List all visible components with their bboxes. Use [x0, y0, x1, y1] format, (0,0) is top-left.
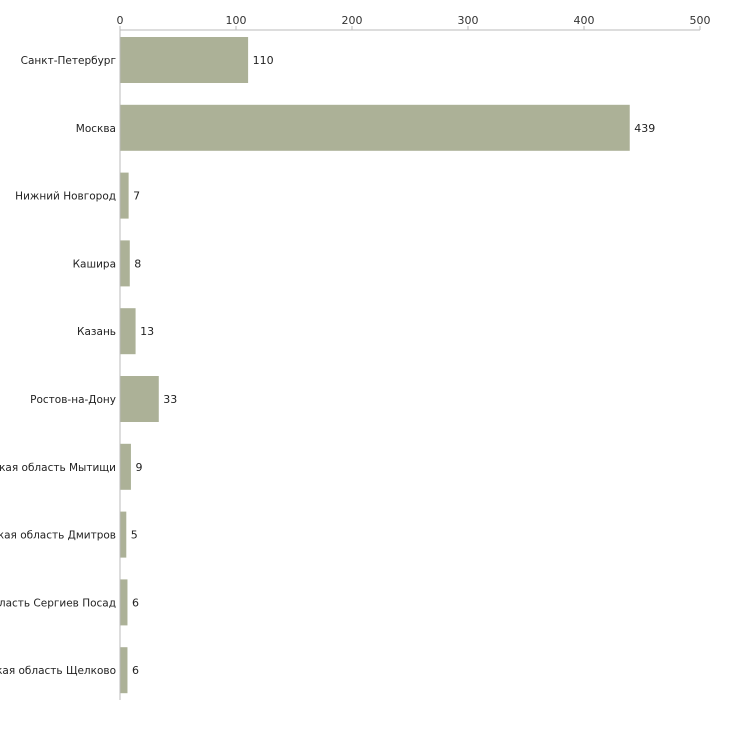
bar: [120, 104, 630, 151]
bar: [120, 37, 249, 83]
data-label: 13: [140, 325, 154, 338]
x-tick-label: 500: [690, 14, 711, 27]
data-label: 110: [253, 54, 274, 67]
category-label: кая область Щелково: [0, 665, 116, 677]
data-label: 5: [131, 529, 138, 542]
category-label: Ростов-на-Дону: [30, 394, 116, 406]
category-label: кая область Дмитров: [0, 530, 116, 542]
category-label: Кашира: [73, 258, 116, 270]
x-tick-label: 0: [117, 14, 124, 27]
data-label: 9: [135, 461, 142, 474]
data-label: 8: [134, 257, 141, 270]
category-label: кая область Мытищи: [0, 462, 116, 474]
bar: [120, 308, 136, 355]
data-label: 6: [132, 596, 139, 609]
x-tick-label: 400: [574, 14, 595, 27]
x-tick-label: 100: [226, 14, 247, 27]
data-label: 6: [132, 664, 139, 677]
category-label: Нижний Новгород: [15, 191, 116, 203]
category-label: Казань: [77, 326, 116, 338]
data-label: 33: [163, 393, 177, 406]
x-tick-label: 200: [342, 14, 363, 27]
bar: [120, 579, 128, 626]
data-label: 439: [634, 122, 655, 135]
bar: [120, 647, 128, 694]
bar: [120, 443, 131, 490]
category-label: Москва: [76, 123, 116, 135]
x-axis: 0 100 200 300 400 500: [117, 14, 711, 700]
bar: [120, 511, 127, 558]
data-label: 7: [133, 190, 140, 203]
x-tick-label: 300: [458, 14, 479, 27]
bar: [120, 172, 129, 219]
category-label: Санкт-Петербург: [21, 55, 116, 67]
bars: [120, 37, 630, 694]
bar: [120, 240, 130, 287]
labels: Санкт-Петербург 110 Москва 439 Нижний Новгор…: [0, 54, 655, 677]
bar: [120, 376, 159, 422]
category-label: ласть Сергиев Посад: [0, 597, 116, 609]
